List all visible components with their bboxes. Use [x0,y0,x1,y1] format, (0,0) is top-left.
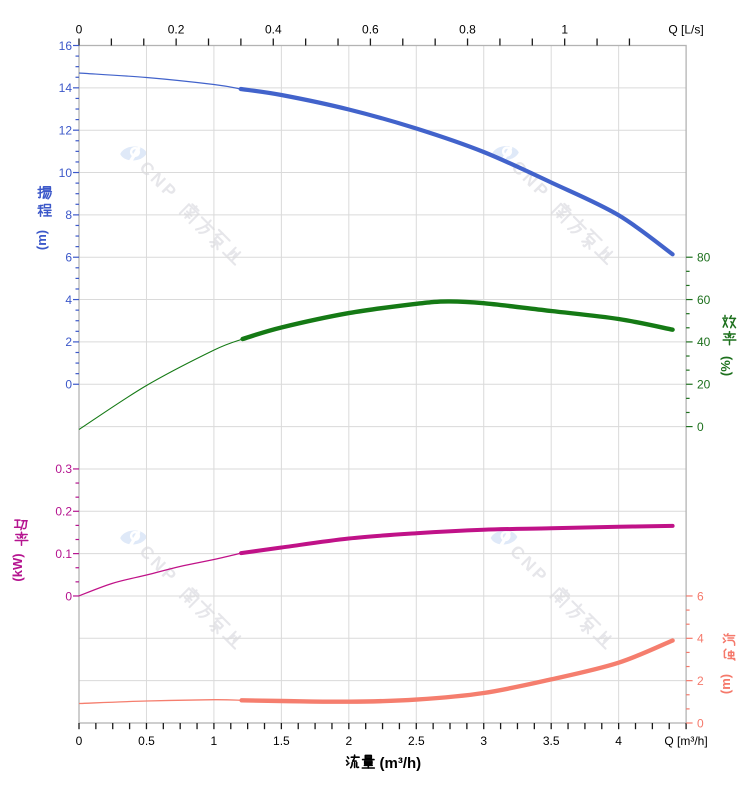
svg-text:0: 0 [65,589,72,603]
svg-text:16: 16 [59,39,73,53]
svg-text:0.2: 0.2 [55,505,72,519]
svg-text:2: 2 [65,335,72,349]
svg-text:0: 0 [697,420,704,434]
svg-text:(%): (%) [718,356,733,376]
svg-text:2: 2 [697,674,704,688]
svg-text:0.5: 0.5 [138,734,155,748]
svg-text:6: 6 [65,251,72,265]
svg-text:12: 12 [59,124,73,138]
svg-text:0.3: 0.3 [55,462,72,476]
svg-text:8: 8 [65,208,72,222]
svg-text:1: 1 [211,734,218,748]
svg-text:2: 2 [345,734,352,748]
svg-text:0: 0 [76,734,83,748]
svg-text:(m): (m) [34,230,49,250]
svg-text:14: 14 [59,81,73,95]
svg-text:(m³/h): (m³/h) [380,755,422,772]
svg-text:1: 1 [561,23,568,37]
svg-text:0.8: 0.8 [459,23,476,37]
svg-text:80: 80 [697,251,711,265]
svg-text:10: 10 [59,166,73,180]
svg-text:2.5: 2.5 [408,734,425,748]
svg-text:0: 0 [697,716,704,730]
svg-text:0.2: 0.2 [168,23,185,37]
svg-text:4: 4 [65,293,72,307]
svg-text:0: 0 [65,378,72,392]
svg-text:4: 4 [697,632,704,646]
svg-text:Q [m³/h]: Q [m³/h] [664,734,707,748]
svg-text:0.4: 0.4 [265,23,282,37]
svg-text:(kW): (kW) [10,553,25,581]
svg-text:20: 20 [697,378,711,392]
svg-text:0.6: 0.6 [362,23,379,37]
svg-text:4: 4 [615,734,622,748]
svg-text:3.5: 3.5 [543,734,560,748]
svg-text:0: 0 [76,23,83,37]
svg-text:6: 6 [697,589,704,603]
svg-text:(m): (m) [718,674,733,694]
svg-text:40: 40 [697,335,711,349]
svg-text:3: 3 [480,734,487,748]
svg-text:1.5: 1.5 [273,734,290,748]
svg-text:Q [L/s]: Q [L/s] [668,23,703,37]
svg-text:0.1: 0.1 [55,547,72,561]
svg-text:60: 60 [697,293,711,307]
